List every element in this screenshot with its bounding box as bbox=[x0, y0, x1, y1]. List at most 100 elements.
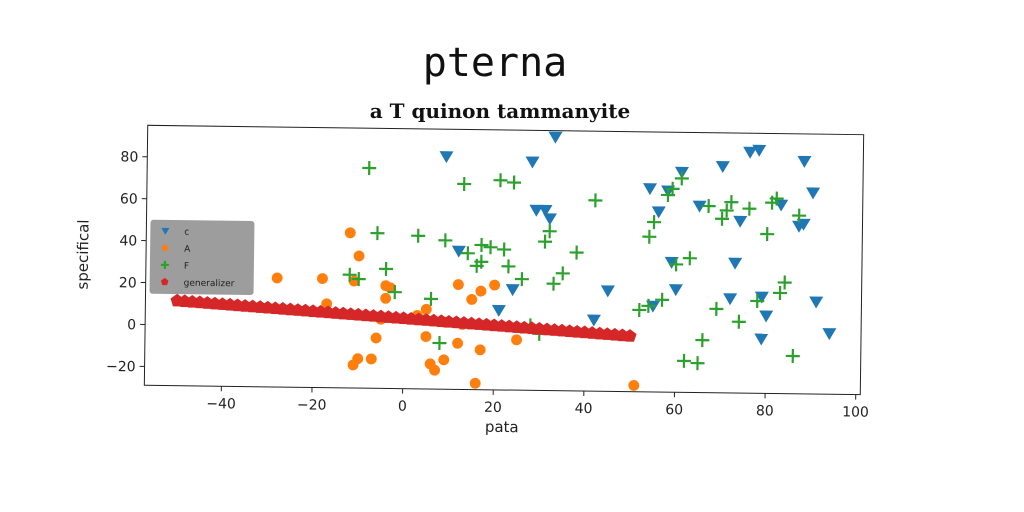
data-point-f bbox=[555, 266, 570, 281]
data-point-f bbox=[432, 336, 447, 351]
data-point-c bbox=[451, 245, 466, 258]
data-point-a bbox=[344, 227, 356, 239]
data-point-c bbox=[797, 155, 812, 168]
x-tick-label: 100 bbox=[842, 404, 869, 420]
data-point-f bbox=[719, 203, 734, 218]
data-point-c bbox=[723, 293, 738, 306]
data-point-a bbox=[475, 285, 487, 297]
legend-label-c: c bbox=[184, 228, 189, 238]
data-point-a bbox=[420, 303, 432, 315]
data-point-c bbox=[809, 296, 824, 309]
data-point-a bbox=[271, 272, 283, 284]
data-point-c bbox=[529, 204, 544, 217]
chart-subtitle: a T quinon tammanyite bbox=[370, 99, 630, 123]
x-tick-label: 40 bbox=[575, 401, 593, 417]
data-point-a bbox=[452, 279, 464, 291]
data-point-f bbox=[642, 229, 657, 244]
data-point-c bbox=[542, 213, 557, 226]
series-f bbox=[342, 161, 807, 371]
data-point-f bbox=[538, 234, 553, 249]
chart-title: pterna bbox=[423, 40, 568, 86]
data-point-c bbox=[668, 284, 683, 297]
data-point-f bbox=[497, 242, 512, 257]
x-tick-label: 20 bbox=[484, 400, 502, 416]
data-point-f bbox=[387, 285, 402, 300]
data-point-a bbox=[317, 273, 328, 285]
data-point-f bbox=[792, 208, 807, 223]
plot-area: −40 −20 0 20 40 60 80 100 −20 0 20 40 60 80 cAFgener… bbox=[74, 124, 869, 436]
data-point-c bbox=[525, 156, 540, 169]
data-point-c bbox=[759, 310, 774, 323]
data-point-f bbox=[460, 246, 475, 261]
data-point-f bbox=[695, 333, 710, 348]
data-point-c bbox=[752, 144, 767, 157]
data-point-a bbox=[429, 364, 441, 376]
data-point-f bbox=[457, 176, 472, 191]
data-point-f bbox=[542, 224, 557, 239]
data-point-c bbox=[733, 215, 748, 228]
data-point-c bbox=[728, 257, 743, 270]
data-marks bbox=[170, 131, 837, 391]
data-point-f bbox=[777, 275, 792, 290]
x-tick-label: 80 bbox=[756, 403, 774, 419]
data-point-f bbox=[674, 171, 689, 186]
data-point-f bbox=[760, 227, 775, 242]
x-tick-label: 0 bbox=[398, 399, 407, 415]
x-axis: −40 −20 0 20 40 60 80 100 bbox=[206, 386, 869, 421]
data-point-c bbox=[743, 146, 758, 159]
legend-label-a: A bbox=[184, 245, 191, 255]
data-point-a bbox=[628, 379, 640, 391]
y-tick-label: 20 bbox=[119, 275, 137, 291]
data-point-f bbox=[483, 240, 498, 255]
data-point-f bbox=[514, 272, 529, 287]
data-point-f bbox=[501, 259, 516, 274]
data-point-c bbox=[754, 333, 769, 346]
series-c bbox=[439, 131, 837, 346]
data-point-f bbox=[342, 267, 357, 282]
data-point-f bbox=[669, 257, 684, 272]
data-point-c bbox=[505, 284, 520, 297]
data-point-a bbox=[474, 344, 486, 356]
data-point-f bbox=[423, 291, 438, 306]
y-tick-label: 80 bbox=[120, 149, 138, 165]
data-point-f bbox=[411, 228, 426, 243]
data-point-f bbox=[750, 294, 765, 309]
y-tick-label: 60 bbox=[120, 191, 138, 207]
y-tick-label: −20 bbox=[106, 359, 136, 375]
data-point-a bbox=[384, 282, 396, 294]
data-point-f bbox=[474, 254, 489, 269]
data-point-f bbox=[724, 195, 739, 210]
data-point-c bbox=[600, 285, 615, 298]
data-point-f bbox=[632, 302, 647, 318]
data-point-c bbox=[586, 314, 601, 327]
data-point-a bbox=[380, 292, 392, 304]
data-point-c bbox=[538, 204, 553, 217]
data-point-f bbox=[742, 201, 757, 216]
data-point-f bbox=[474, 238, 489, 253]
x-tick-label: −20 bbox=[297, 397, 327, 413]
data-point-f bbox=[588, 193, 603, 208]
data-point-c bbox=[548, 131, 563, 144]
data-point-f bbox=[438, 233, 453, 248]
data-point-f bbox=[709, 301, 724, 316]
data-point-f bbox=[665, 181, 680, 196]
x-axis-label: pata bbox=[485, 418, 519, 436]
legend-marker-c bbox=[161, 227, 170, 235]
y-axis: −20 0 20 40 60 80 bbox=[106, 149, 148, 375]
x-tick-label: −40 bbox=[206, 396, 236, 412]
plot-frame bbox=[143, 124, 865, 396]
data-point-c bbox=[439, 151, 454, 164]
data-point-c bbox=[643, 183, 658, 196]
data-point-f bbox=[785, 349, 800, 364]
legend-label-generalizer: generalizer bbox=[184, 279, 235, 290]
data-point-f bbox=[507, 175, 522, 190]
data-point-c bbox=[715, 161, 730, 174]
data-point-a bbox=[370, 332, 382, 344]
data-point-f bbox=[546, 276, 561, 291]
data-point-f bbox=[773, 285, 788, 300]
data-point-f bbox=[362, 161, 377, 176]
data-point-f bbox=[569, 245, 584, 260]
data-point-a bbox=[353, 250, 365, 262]
